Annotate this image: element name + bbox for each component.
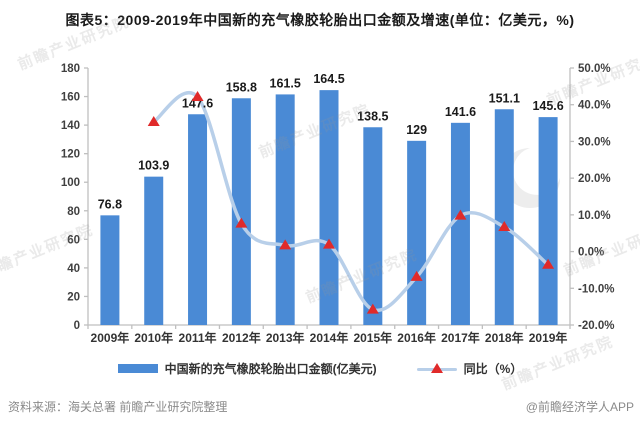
yoy-marker-2017年 xyxy=(454,209,467,220)
bar-2014年 xyxy=(319,90,339,325)
bar-2010年 xyxy=(144,176,164,325)
bar-value-label: 161.5 xyxy=(270,76,301,90)
bar-2015年 xyxy=(363,127,383,325)
yoy-marker-2011年 xyxy=(191,91,204,102)
bar-2017年 xyxy=(450,122,470,326)
bar-value-label: 103.9 xyxy=(138,159,169,173)
right-axis-label: -20.0% xyxy=(578,320,614,332)
bar-value-label: 158.8 xyxy=(226,80,257,94)
x-axis-label: 2016年 xyxy=(397,330,436,345)
yoy-marker-2013年 xyxy=(279,239,292,250)
right-axis-label: 30.0% xyxy=(578,136,611,148)
bar-value-label: 151.1 xyxy=(489,91,520,105)
x-axis-label: 2019年 xyxy=(529,330,568,345)
bar-value-label: 138.5 xyxy=(357,109,388,123)
bar-value-label: 129 xyxy=(406,123,427,137)
yoy-marker-2016年 xyxy=(410,270,423,281)
x-axis-label: 2017年 xyxy=(441,330,480,345)
left-axis-label: 0 xyxy=(74,320,80,332)
left-axis-label: 140 xyxy=(61,120,80,132)
x-axis-label: 2009年 xyxy=(91,330,130,345)
bar-value-label: 147.6 xyxy=(182,96,213,110)
legend-item-yoy: 同比（%） xyxy=(416,360,523,377)
right-axis-label: 0.0% xyxy=(578,247,604,259)
legend: 中国新的充气橡胶轮胎出口金额(亿美元) 同比（%） xyxy=(0,360,640,377)
bar-2012年 xyxy=(231,98,251,325)
triangle-marker-icon xyxy=(430,362,443,373)
yoy-marker-2018年 xyxy=(498,220,511,231)
right-axis-label: 50.0% xyxy=(578,63,611,75)
bar-value-label: 141.6 xyxy=(445,105,476,119)
x-axis-label: 2010年 xyxy=(134,330,173,345)
bar-2018年 xyxy=(494,109,514,325)
bar-2019年 xyxy=(538,117,558,325)
left-axis-label: 60 xyxy=(67,234,80,246)
bar-2016年 xyxy=(407,140,427,325)
bar-value-label: 164.5 xyxy=(313,72,344,86)
yoy-marker-2015年 xyxy=(366,303,379,314)
bar-2011年 xyxy=(188,114,208,325)
credit-note: @前瞻经济学人APP xyxy=(525,400,634,414)
left-axis-label: 160 xyxy=(61,92,80,104)
left-axis-label: 180 xyxy=(61,63,80,75)
chart-canvas: 0 20 40 60 80 100 120 140 160 180 -20.0% -10.0% 0.0%… xyxy=(61,63,615,345)
x-axis-label: 2011年 xyxy=(179,330,217,345)
x-axis-label: 2018年 xyxy=(485,330,524,345)
right-axis-label: -10.0% xyxy=(578,283,614,295)
bar-value-label: 145.6 xyxy=(532,99,563,113)
yoy-marker-2012年 xyxy=(235,217,248,228)
right-axis-label: 40.0% xyxy=(578,100,611,112)
bar-value-label: 76.8 xyxy=(98,197,122,211)
x-axis-label: 2012年 xyxy=(222,330,261,345)
x-axis-label: 2015年 xyxy=(353,330,392,345)
legend-item-export-amount: 中国新的充气橡胶轮胎出口金额(亿美元) xyxy=(117,360,377,377)
left-axis-label: 120 xyxy=(61,149,80,161)
legend-line-swatch xyxy=(416,362,457,375)
x-axis-label: 2013年 xyxy=(266,330,305,345)
legend-label-export-amount: 中国新的充气橡胶轮胎出口金额(亿美元) xyxy=(164,362,377,376)
yoy-marker-2010年 xyxy=(147,115,160,126)
right-axis-label: 20.0% xyxy=(578,173,611,185)
legend-label-yoy: 同比（%） xyxy=(463,362,523,376)
left-axis-label: 40 xyxy=(67,263,80,275)
bar-2013年 xyxy=(275,94,295,326)
left-axis-label: 100 xyxy=(61,177,80,189)
footer: 资料来源：海关总署 前瞻产业研究院整理 @前瞻经济学人APP xyxy=(8,398,634,415)
chart-title: 图表5：2009-2019年中国新的充气橡胶轮胎出口金额及增速(单位：亿美元，%… xyxy=(65,12,575,28)
left-axis-label: 80 xyxy=(67,206,80,218)
watermark-logo-icon xyxy=(500,148,560,208)
right-axis-label: 10.0% xyxy=(578,210,611,222)
source-note: 资料来源：海关总署 前瞻产业研究院整理 xyxy=(8,400,228,414)
yoy-growth-line xyxy=(151,91,550,313)
yoy-marker-2014年 xyxy=(323,238,335,249)
legend-bar-swatch xyxy=(117,364,158,373)
bar-2009年 xyxy=(100,215,120,325)
left-axis-label: 20 xyxy=(67,291,80,303)
yoy-marker-2019年 xyxy=(542,258,555,269)
x-axis-label: 2014年 xyxy=(310,330,349,345)
